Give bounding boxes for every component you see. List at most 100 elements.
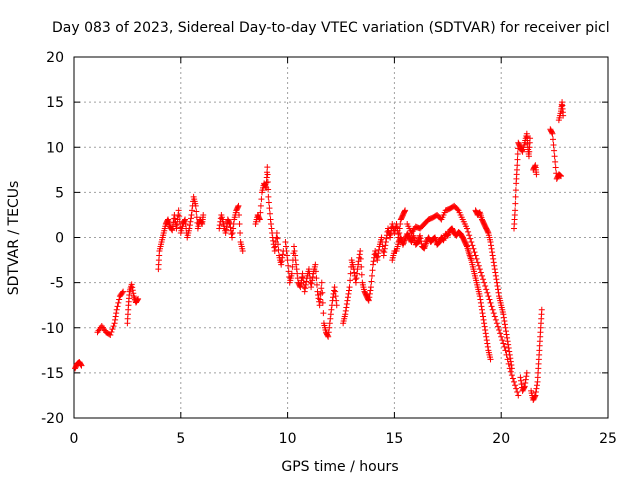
data-point [512, 200, 519, 207]
data-point [343, 301, 350, 308]
data-point [513, 385, 520, 392]
data-point [315, 292, 322, 299]
data-point [284, 252, 291, 259]
data-point [325, 333, 332, 340]
data-point [483, 286, 490, 293]
data-point [264, 178, 271, 185]
data-point [175, 207, 182, 214]
data-point [268, 220, 275, 227]
data-point [352, 279, 359, 286]
data-point [467, 235, 474, 242]
data-point [347, 270, 354, 277]
data-point [552, 164, 559, 171]
data-point [275, 246, 282, 253]
data-point [549, 136, 556, 143]
data-point [488, 245, 495, 252]
data-point [303, 278, 310, 285]
data-point [470, 245, 477, 252]
data-point [329, 294, 336, 301]
data-point [511, 378, 518, 385]
data-point [278, 258, 285, 265]
data-point [382, 239, 389, 246]
data-point [469, 242, 476, 249]
data-point [268, 225, 275, 232]
data-point [487, 239, 494, 246]
data-point [504, 338, 511, 345]
data-point [263, 179, 270, 186]
data-point [317, 296, 324, 303]
data-point [501, 321, 508, 328]
data-point [477, 296, 484, 303]
data-point [107, 331, 114, 338]
data-point [282, 243, 289, 250]
data-point [237, 229, 244, 236]
data-point [228, 231, 235, 238]
data-point [312, 261, 319, 268]
data-point [354, 266, 361, 273]
data-point [331, 284, 338, 291]
data-point [353, 275, 360, 282]
data-point [490, 255, 497, 262]
data-point [476, 293, 483, 300]
data-point [116, 296, 123, 303]
data-point [327, 311, 334, 318]
data-point [367, 287, 374, 294]
data-point [387, 231, 394, 238]
data-point [558, 173, 565, 180]
data-point [402, 236, 409, 243]
data-marks [72, 99, 567, 403]
data-point [538, 306, 545, 313]
data-point [518, 381, 525, 388]
data-point [266, 210, 273, 217]
data-point [135, 295, 142, 302]
data-point [501, 343, 508, 350]
data-point [200, 211, 207, 218]
data-point [273, 229, 280, 236]
data-point [491, 313, 498, 320]
data-point [134, 296, 141, 303]
data-point [500, 340, 507, 347]
data-point [257, 202, 264, 209]
data-point [325, 329, 332, 336]
x-tick-label: 15 [385, 431, 403, 447]
data-point [188, 211, 195, 218]
data-point [226, 219, 233, 226]
data-point [549, 130, 556, 137]
data-point [264, 164, 271, 171]
data-point [292, 257, 299, 264]
data-point [503, 331, 510, 338]
data-point [369, 267, 376, 274]
data-point [487, 299, 494, 306]
data-point [319, 299, 326, 306]
data-point [270, 237, 277, 244]
data-point [327, 315, 334, 322]
data-point [264, 171, 271, 178]
data-point [506, 351, 513, 358]
data-point [474, 259, 481, 266]
data-point [285, 268, 292, 275]
data-point [326, 320, 333, 327]
y-tick-label: -20 [41, 411, 64, 427]
data-point [284, 257, 291, 264]
data-point [494, 286, 501, 293]
data-point [493, 276, 500, 283]
data-point [169, 223, 176, 230]
data-point [490, 310, 497, 317]
data-point [548, 129, 555, 136]
data-point [273, 234, 280, 241]
data-point [532, 392, 539, 399]
data-point [302, 281, 309, 288]
data-point [110, 323, 117, 330]
data-point [285, 262, 292, 269]
data-point [506, 348, 513, 355]
data-point [187, 215, 194, 222]
data-point [492, 269, 499, 276]
data-point [267, 216, 274, 223]
data-point [454, 206, 461, 213]
data-point [498, 333, 505, 340]
data-point [503, 328, 510, 335]
data-point [521, 384, 528, 391]
data-point [478, 306, 485, 313]
data-point [481, 279, 488, 286]
